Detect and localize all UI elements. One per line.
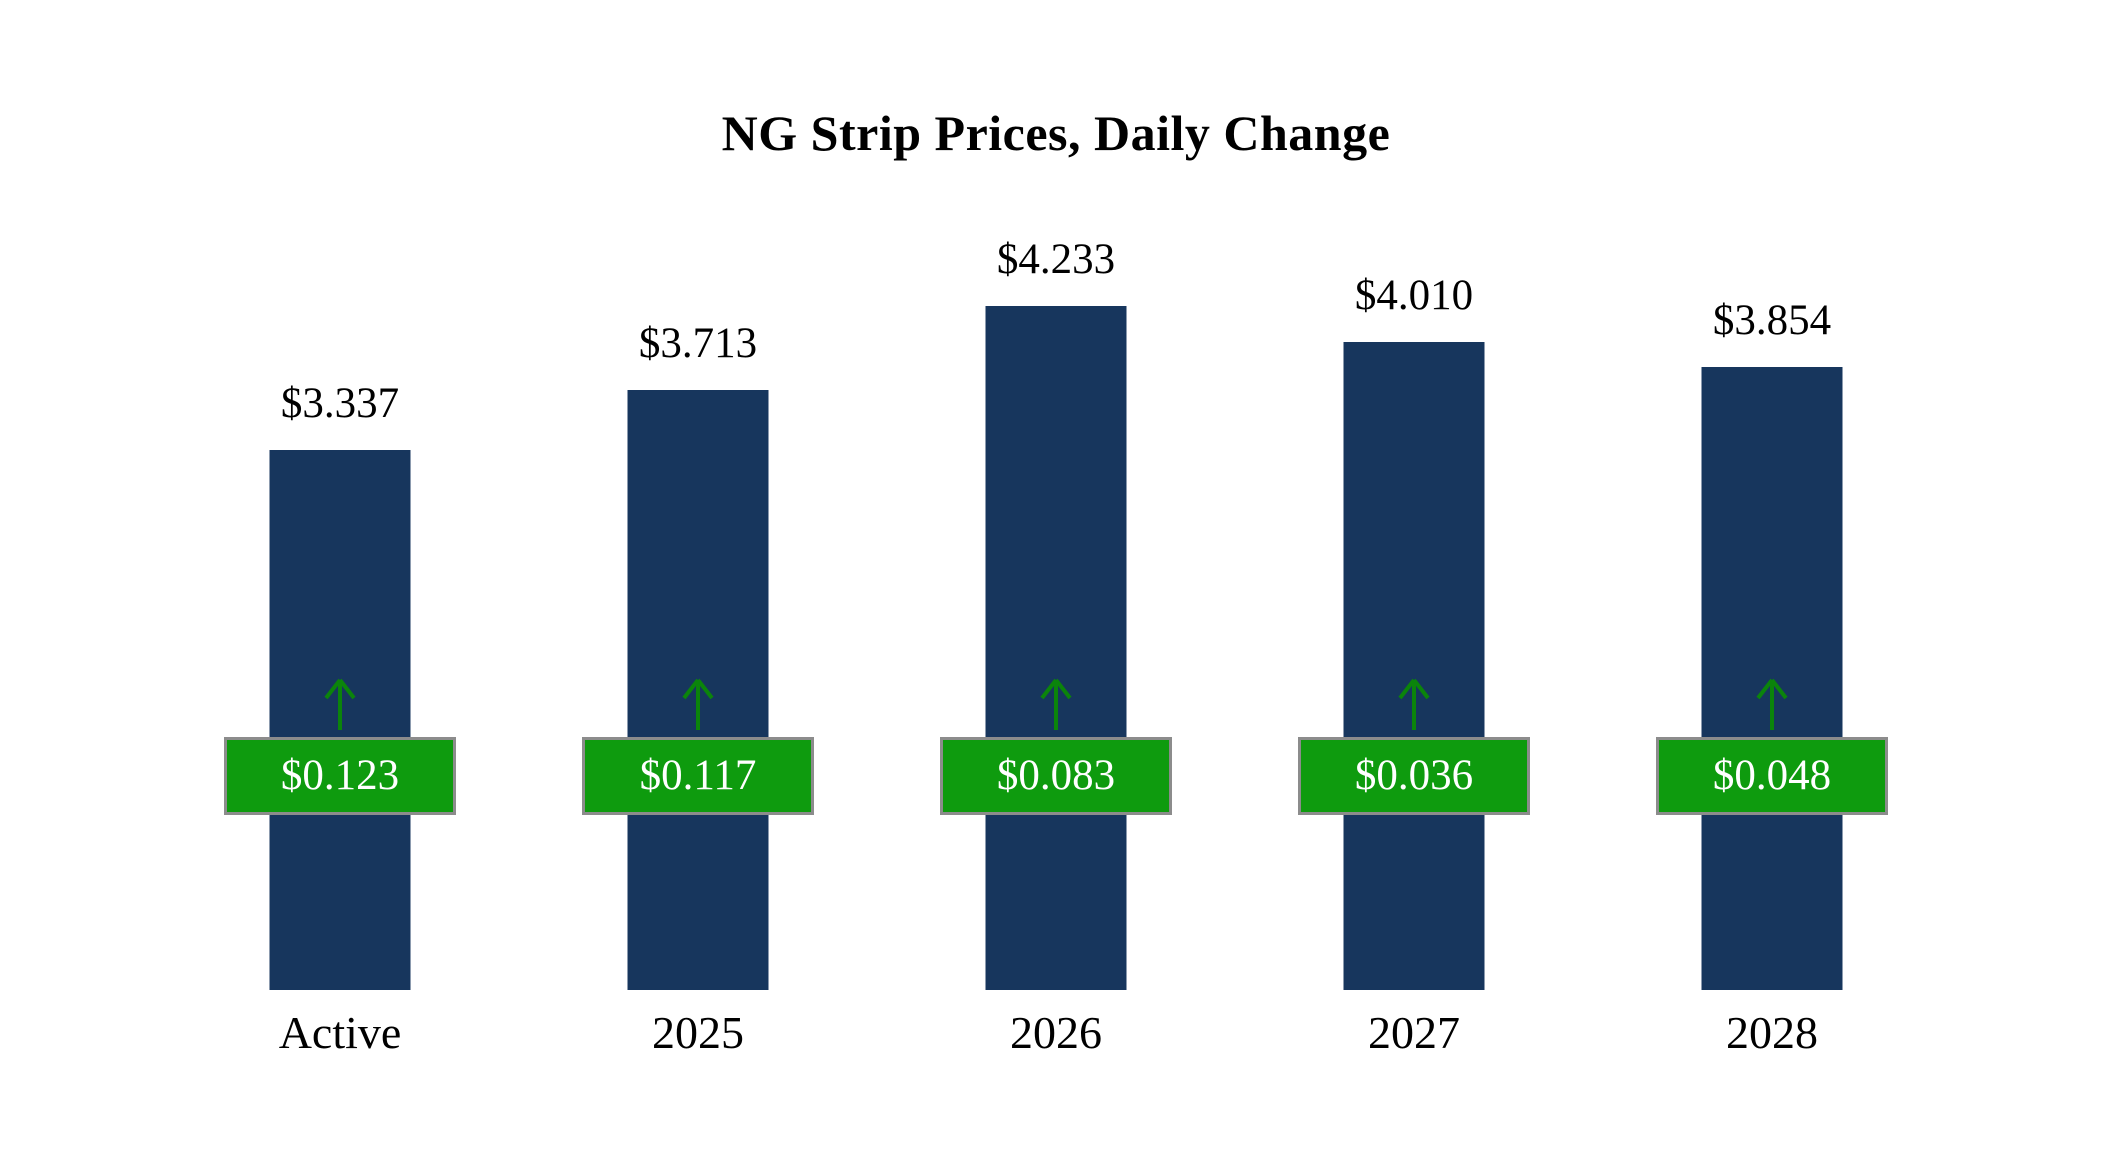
price-bar <box>985 305 1127 990</box>
bar-group: $4.010 $0.036 2027 <box>1298 0 1530 1058</box>
daily-change-badge: $0.083 <box>940 737 1172 815</box>
price-bar <box>1343 341 1485 990</box>
bar-group: $3.337 $0.123 Active <box>224 0 456 1058</box>
daily-change-badge: $0.117 <box>582 737 814 815</box>
bar-group: $3.854 $0.048 2028 <box>1656 0 1888 1058</box>
bar-value-label: $4.010 <box>1354 271 1474 319</box>
up-arrow-icon <box>1040 678 1072 730</box>
up-arrow-icon <box>1756 678 1788 730</box>
category-label: 2026 <box>1010 1007 1102 1058</box>
bar-group: $3.713 $0.117 2025 <box>582 0 814 1058</box>
daily-change-label: $0.123 <box>280 752 400 799</box>
category-label: Active <box>278 1007 402 1058</box>
category-label: 2028 <box>1726 1007 1818 1058</box>
up-arrow-icon <box>682 678 714 730</box>
bar-group: $4.233 $0.083 2026 <box>940 0 1172 1058</box>
chart-title: NG Strip Prices, Daily Change <box>721 105 1391 161</box>
daily-change-label: $0.036 <box>1354 752 1474 799</box>
bar-value-label: $3.337 <box>280 380 400 428</box>
up-arrow-icon <box>324 678 356 730</box>
bar-value-label: $3.854 <box>1712 296 1832 344</box>
daily-change-badge: $0.036 <box>1298 737 1530 815</box>
bar-value-label: $3.713 <box>638 319 758 367</box>
category-label: 2025 <box>652 1007 744 1058</box>
daily-change-label: $0.117 <box>639 752 757 799</box>
daily-change-badge: $0.123 <box>224 737 456 815</box>
bar-value-label: $4.233 <box>996 235 1116 283</box>
category-label: 2027 <box>1368 1007 1460 1058</box>
daily-change-label: $0.083 <box>996 752 1116 799</box>
bars-row: $3.337 $0.123 Active $3.713 $0.117 2025 … <box>224 0 1888 1058</box>
price-bar <box>1701 366 1843 990</box>
up-arrow-icon <box>1398 678 1430 730</box>
daily-change-label: $0.048 <box>1712 752 1832 799</box>
daily-change-badge: $0.048 <box>1656 737 1888 815</box>
